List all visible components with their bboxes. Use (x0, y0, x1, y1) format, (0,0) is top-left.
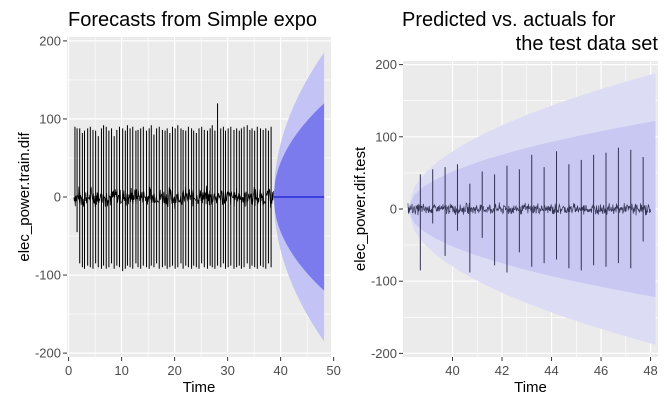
y-tick-label: 0 (390, 202, 397, 217)
y-tick-label: 200 (39, 33, 61, 48)
x-tick-label: 46 (594, 363, 608, 378)
y-tick-label: -200 (35, 346, 61, 361)
x-axis-title: Time (514, 379, 547, 396)
y-tick-label: 100 (39, 111, 61, 126)
y-tick-label: -100 (371, 274, 397, 289)
y-tick-label: -200 (371, 346, 397, 361)
chart-title-line-2: the test data set (516, 33, 659, 55)
observed-noise-line (73, 185, 275, 209)
y-tick-label: 100 (375, 129, 397, 144)
chart-title-line-1: Predicted vs. actuals for (402, 9, 616, 31)
chart-title: Forecasts from Simple expo (68, 9, 317, 31)
x-axis-title: Time (183, 379, 216, 396)
y-axis-title: elec_power.dif.test (352, 146, 369, 271)
observed-noise-line (407, 202, 651, 216)
y-tick-label: -100 (35, 268, 61, 283)
x-tick-label: 10 (114, 363, 128, 378)
x-tick-label: 50 (326, 363, 340, 378)
x-tick-label: 40 (273, 363, 287, 378)
observed-series (407, 147, 651, 273)
x-tick-label: 44 (544, 363, 558, 378)
x-tick-label: 20 (167, 363, 181, 378)
y-axis-title: elec_power.train.dif (16, 132, 33, 262)
x-tick-label: 40 (445, 363, 459, 378)
y-tick-label: 200 (375, 57, 397, 72)
x-tick-label: 48 (643, 363, 657, 378)
observed-series (73, 103, 275, 272)
x-tick-label: 0 (65, 363, 72, 378)
y-tick-label: 0 (54, 190, 61, 205)
x-tick-label: 42 (495, 363, 509, 378)
x-tick-label: 30 (220, 363, 234, 378)
